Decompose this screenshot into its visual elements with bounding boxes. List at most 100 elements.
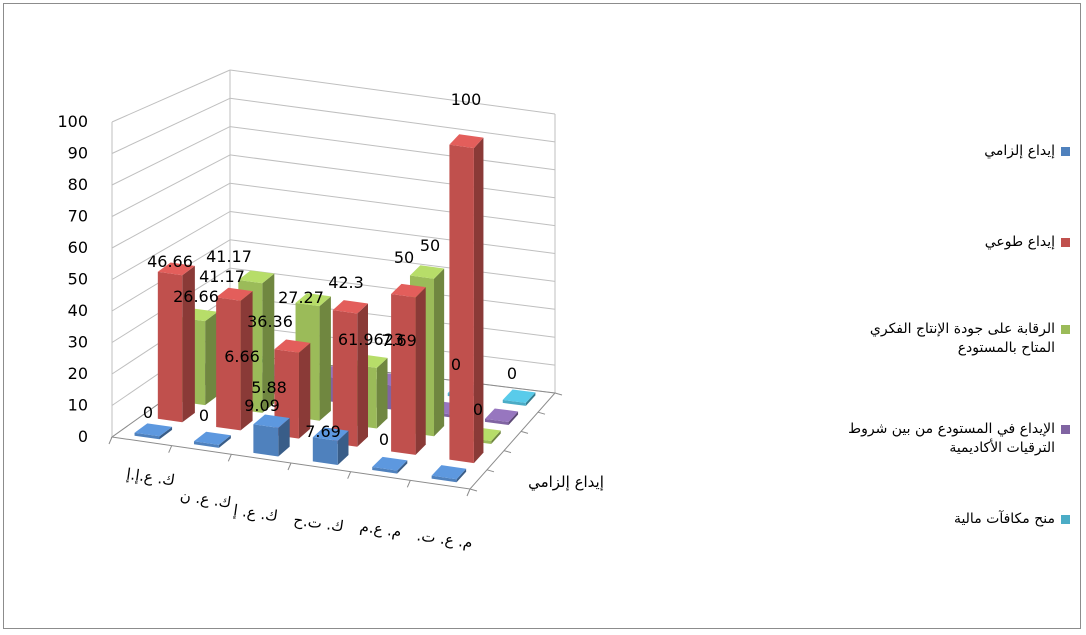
y-tick-label: 80 xyxy=(68,175,88,194)
bar-side xyxy=(205,311,218,406)
y-tick-label: 70 xyxy=(68,207,88,226)
bar-top xyxy=(216,287,253,301)
gridline xyxy=(229,239,556,282)
depth-axis-tick xyxy=(503,450,512,454)
bar-top xyxy=(295,293,331,307)
bar-side xyxy=(415,287,426,455)
data-label: 9.09 xyxy=(244,396,280,415)
bar-side xyxy=(376,357,388,429)
bar-top xyxy=(431,465,467,480)
data-label: 61.9623 xyxy=(338,330,404,349)
data-label: 42.3 xyxy=(328,273,364,292)
bar-top xyxy=(332,300,369,314)
legend-item-voluntary: إيداع طوعي xyxy=(835,233,1070,252)
bar-top xyxy=(391,283,426,298)
gridline xyxy=(229,267,556,310)
bar-side xyxy=(525,392,536,406)
data-label: 50 xyxy=(420,236,440,255)
legend-swatch-mandatory xyxy=(1061,147,1070,156)
bar-side xyxy=(298,342,311,439)
y-tick-label: 0 xyxy=(78,427,88,446)
gridline xyxy=(111,211,231,280)
depth-axis-tick xyxy=(469,488,478,492)
bar-side xyxy=(397,460,408,474)
bar-top xyxy=(502,389,536,403)
bar xyxy=(157,271,183,423)
data-label: 0 xyxy=(507,364,517,383)
bar xyxy=(484,418,509,425)
depth-axis-tick xyxy=(554,392,563,396)
y-tick-label: 100 xyxy=(57,112,88,131)
legend-swatch-promotion xyxy=(1061,425,1070,434)
data-label: 36.36 xyxy=(247,312,293,331)
data-label: 5.88 xyxy=(251,378,287,397)
x-tick-label: م. ع. ت. xyxy=(416,526,474,552)
data-label: 6.66 xyxy=(224,347,260,366)
depth-axis-label: إيداع إلزامي xyxy=(528,473,604,492)
legend-item-quality-control: الرقابة على جودة الإنتاج الفكري المتاح ب… xyxy=(835,320,1070,358)
gridline xyxy=(111,182,231,249)
bar xyxy=(134,432,160,440)
data-label: 46.66 xyxy=(147,252,193,271)
bar-top xyxy=(312,427,349,441)
legend-label-mandatory: إيداع إلزامي xyxy=(984,143,1055,159)
legend-label-voluntary: إيداع طوعي xyxy=(984,234,1055,250)
bar-side xyxy=(262,273,275,413)
data-label: 0 xyxy=(143,403,153,422)
y-tick-label: 50 xyxy=(68,270,88,289)
bar xyxy=(253,424,279,457)
bar xyxy=(502,399,526,406)
data-label: 0 xyxy=(199,406,209,425)
bar-side xyxy=(473,137,484,464)
legend-label-rewards: منح مكافآت مالية xyxy=(953,511,1055,527)
gridline xyxy=(111,69,231,123)
depth-axis-tick xyxy=(486,469,495,473)
data-label: 41.17 xyxy=(206,247,252,266)
bar-side xyxy=(337,430,349,466)
gridline xyxy=(229,182,556,227)
data-label: 0 xyxy=(379,430,389,449)
bar xyxy=(193,441,219,448)
bar-top xyxy=(193,431,231,445)
gridline xyxy=(229,97,556,143)
bar xyxy=(312,437,338,466)
data-label: 100 xyxy=(451,90,482,109)
x-tick-label: ك. ع.إ.إ xyxy=(125,465,176,490)
legend-label-promotion: الإيداع في المستودع من بين شروط الترقيات… xyxy=(848,421,1055,456)
bar-top xyxy=(372,456,408,471)
bar-side xyxy=(319,296,331,421)
data-label: 27.27 xyxy=(278,288,324,307)
legend-item-rewards: منح مكافآت مالية xyxy=(835,510,1070,529)
legend-label-quality-control: الرقابة على جودة الإنتاج الفكري المتاح ب… xyxy=(869,321,1055,356)
bar xyxy=(372,467,398,474)
bar-side xyxy=(159,426,173,440)
gridline xyxy=(111,126,231,186)
depth-axis-tick xyxy=(537,411,546,415)
x-tick-label: ك. ت.ح xyxy=(292,511,344,536)
x-axis-tick xyxy=(287,462,292,471)
bar xyxy=(431,475,457,483)
data-label: 0 xyxy=(451,355,461,374)
bar-top xyxy=(274,339,311,353)
bar-side xyxy=(508,411,519,425)
gridline xyxy=(229,126,556,171)
gridline xyxy=(111,154,231,217)
bar-side xyxy=(357,303,369,447)
bar-side xyxy=(434,268,445,437)
x-axis-tick xyxy=(108,436,113,445)
bar xyxy=(449,144,474,464)
data-label: 7.69 xyxy=(381,331,417,350)
bar xyxy=(391,293,416,455)
bar-top xyxy=(238,270,275,284)
legend-swatch-voluntary xyxy=(1061,238,1070,247)
bar-side xyxy=(240,291,253,431)
bar xyxy=(332,310,358,447)
gridline xyxy=(111,97,231,154)
data-label: 0 xyxy=(473,400,483,419)
x-tick-label: م. ع.م xyxy=(359,517,403,541)
y-tick-label: 20 xyxy=(68,364,88,383)
bar-top xyxy=(134,423,173,437)
gridline xyxy=(229,211,556,254)
data-label: 26.66 xyxy=(173,287,219,306)
